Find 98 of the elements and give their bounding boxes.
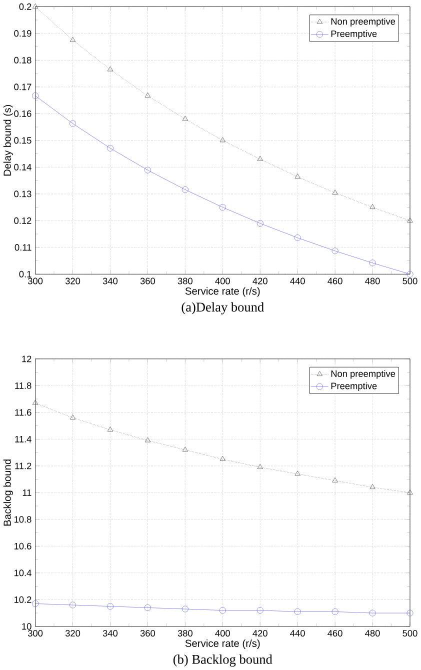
y-tick-label: 0.16 <box>14 110 32 117</box>
point <box>32 92 39 100</box>
point <box>406 610 414 616</box>
point <box>407 489 413 494</box>
point <box>256 220 264 227</box>
point <box>182 186 188 193</box>
point <box>294 234 301 242</box>
x-tick-label: 480 <box>365 630 380 637</box>
y-tick-label: 0.14 <box>14 164 32 170</box>
x-tick-label: 300 <box>28 278 43 284</box>
y-tick-label: 10.2 <box>14 596 32 603</box>
point <box>182 116 188 121</box>
x-tick-label: 360 <box>140 278 155 284</box>
x-tick-label: 400 <box>215 630 230 637</box>
point <box>219 204 226 211</box>
x-tick-label: 320 <box>65 630 80 637</box>
y-tick-label: 0.2 <box>19 3 32 10</box>
point <box>332 477 338 482</box>
y-tick-label: 0.17 <box>14 84 32 90</box>
point <box>69 120 76 127</box>
x-tick-label: 420 <box>252 630 268 637</box>
legend-label: Preemptive <box>331 30 377 39</box>
x-tick-label: 480 <box>365 278 380 284</box>
point <box>70 414 76 420</box>
y-tick-label: 10.6 <box>14 542 32 550</box>
text: (a)Delay bound <box>182 302 264 314</box>
point <box>370 484 376 490</box>
point <box>107 426 114 432</box>
y-tick-label: 11.2 <box>15 462 32 470</box>
point <box>144 604 151 611</box>
y-axis-title: Delay bound (s) <box>3 105 13 176</box>
y-tick-label: 0.15 <box>14 137 32 144</box>
point <box>69 602 76 608</box>
x-tick-label: 400 <box>215 278 230 284</box>
x-axis-title: Service rate (r/s) <box>185 639 260 649</box>
x-tick-label: 500 <box>402 278 418 284</box>
point <box>407 217 413 222</box>
y-tick-label: 11.8 <box>15 382 32 389</box>
point <box>182 446 188 452</box>
y-tick-label: 10.8 <box>14 516 32 523</box>
x-tick-label: 380 <box>178 278 192 284</box>
x-tick-label: 300 <box>28 630 43 637</box>
y-tick-label: 12 <box>22 356 32 362</box>
y-axis-title: Backlog bound <box>3 460 13 526</box>
point <box>182 606 188 612</box>
point <box>332 248 338 254</box>
text: (b) Backlog bound <box>173 654 272 667</box>
point <box>220 137 226 142</box>
point <box>294 608 301 615</box>
y-tick-label: 0.13 <box>14 190 32 198</box>
legend-label: Non preemptive <box>331 370 396 379</box>
x-tick-label: 340 <box>102 278 118 284</box>
y-tick-label: 0.18 <box>14 56 32 64</box>
point <box>332 190 338 195</box>
point <box>70 36 76 42</box>
x-axis-title: Service rate (r/s) <box>185 287 260 297</box>
point <box>256 607 264 614</box>
x-tick-label: 500 <box>402 630 418 637</box>
x-tick-label: 460 <box>328 630 342 637</box>
point <box>144 437 151 442</box>
point <box>294 470 300 476</box>
point <box>219 607 226 614</box>
y-tick-label: 11.6 <box>15 409 32 416</box>
point <box>32 600 39 607</box>
point <box>406 270 414 278</box>
y-tick-label: 10.4 <box>14 570 32 576</box>
x-tick-label: 380 <box>178 630 192 637</box>
y-tick-label: 10 <box>22 623 32 630</box>
point <box>107 66 114 72</box>
point <box>369 260 376 266</box>
point <box>32 400 38 405</box>
x-tick-label: 360 <box>140 630 155 637</box>
x-tick-label: 340 <box>102 630 118 637</box>
x-tick-label: 460 <box>328 278 342 284</box>
x-tick-label: 420 <box>252 278 268 284</box>
x-tick-label: 440 <box>290 630 305 637</box>
point <box>144 166 151 174</box>
point <box>106 144 114 152</box>
y-tick-label: 11.4 <box>15 436 32 442</box>
x-tick-label: 440 <box>290 278 305 284</box>
point <box>369 610 376 616</box>
point <box>32 3 38 8</box>
y-tick-label: 0.11 <box>14 244 32 251</box>
legend-label: Preemptive <box>331 382 377 392</box>
point <box>332 608 338 615</box>
y-tick-label: 0.19 <box>14 30 32 37</box>
point <box>257 464 263 469</box>
y-tick-label: 11 <box>22 489 32 496</box>
point <box>144 92 151 98</box>
legend-label: Non preemptive <box>331 18 396 27</box>
y-tick-label: 0.1 <box>19 270 32 278</box>
y-tick-label: 0.12 <box>14 217 32 224</box>
x-tick-label: 320 <box>65 278 80 284</box>
point <box>257 156 263 161</box>
point <box>294 174 300 179</box>
point <box>220 456 226 461</box>
point <box>106 603 114 610</box>
point <box>370 204 376 210</box>
